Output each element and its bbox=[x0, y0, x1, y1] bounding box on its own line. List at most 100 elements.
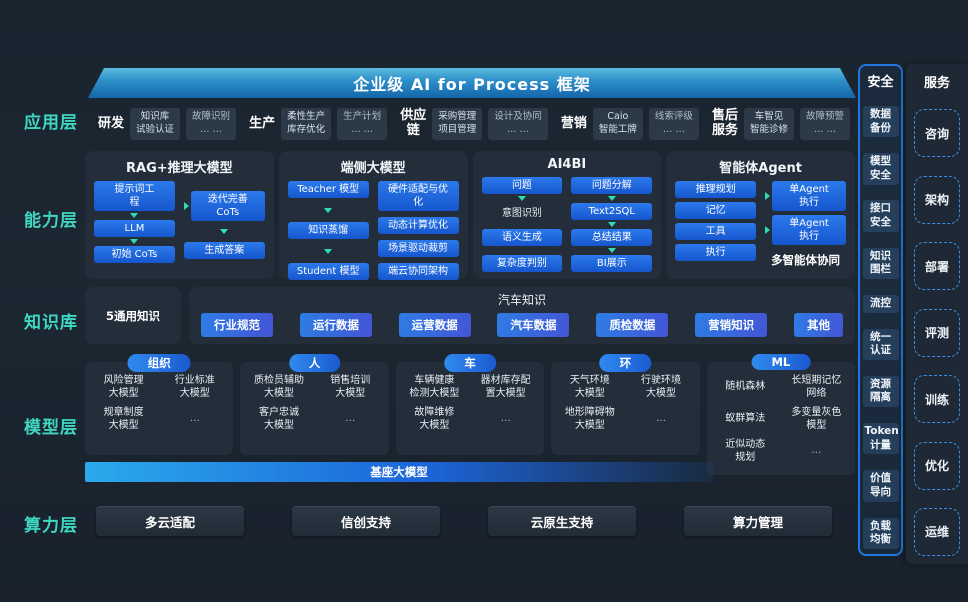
app-group-label: 生产 bbox=[249, 115, 276, 131]
arrow-down-icon bbox=[324, 207, 333, 213]
model-item: 随机森林 bbox=[725, 381, 766, 393]
app-chip: 柔性生产 库存优化 bbox=[281, 108, 332, 140]
app-chip: 故障识别 … … bbox=[186, 108, 237, 140]
app-group-supply-chain: 供应 链 采购管理 项目管理 设计及协同 … … bbox=[400, 108, 548, 140]
security-column: 安全 数据 备份 模型 安全 接口 安全 知识 围栏 流控 统一 认证 资源 隔… bbox=[858, 64, 903, 556]
model-group-organization: 组织 风险管理 大模型 行业标准 大模型 规章制度 大模型 … bbox=[85, 354, 234, 455]
compute-item-cloud-native: 云原生支持 bbox=[488, 506, 636, 536]
agent-left-items: 推理规划 记忆 工具 执行 bbox=[675, 181, 757, 268]
flow-node: 提示词工 程 bbox=[94, 181, 175, 211]
model-item: 销售培训 大模型 bbox=[330, 375, 371, 399]
model-item: 风险管理 大模型 bbox=[103, 375, 144, 399]
agent-caption: 多智能体协同 bbox=[771, 253, 841, 267]
compute-item-multicloud: 多云适配 bbox=[96, 506, 244, 536]
model-item: 蚁群算法 bbox=[725, 413, 766, 425]
auto-knowledge-title: 汽车知识 bbox=[497, 293, 546, 307]
knowledge-chip: 运营数据 bbox=[398, 312, 471, 337]
spacer bbox=[482, 220, 563, 229]
capability-item: 端云协同架构 bbox=[377, 263, 459, 280]
app-group-label: 售后 服务 bbox=[711, 108, 738, 138]
service-item: 部署 bbox=[914, 242, 960, 291]
base-model-label: 基座大模型 bbox=[370, 465, 428, 479]
security-item: 统一 认证 bbox=[862, 328, 899, 360]
model-item: 多变量灰色 模型 bbox=[791, 407, 842, 431]
flow-label: 意图识别 bbox=[501, 208, 542, 219]
app-chip: 故障预警 … … bbox=[799, 108, 850, 140]
spacer bbox=[184, 181, 265, 191]
agent-component: 推理规划 bbox=[675, 181, 757, 198]
service-column-title: 服务 bbox=[923, 76, 950, 91]
agent-component: 工具 bbox=[675, 223, 757, 240]
flow-node: Teacher 模型 bbox=[287, 181, 369, 198]
flow-node: LLM bbox=[94, 220, 175, 237]
model-group-people: 人 质检员辅助 大模型 销售培训 大模型 客户忠诚 大模型 … bbox=[240, 354, 389, 455]
model-item-more: … bbox=[345, 413, 356, 425]
app-group-after-sales: 售后 服务 车智见 智能诊修 故障预警 … … bbox=[712, 108, 850, 140]
service-item: 架构 bbox=[914, 175, 960, 224]
model-item-more: … bbox=[811, 445, 822, 457]
app-chip: Caio 智能工牌 bbox=[592, 108, 643, 140]
knowledge-chip: 运行数据 bbox=[299, 312, 372, 337]
flow-node: Text2SQL bbox=[571, 203, 653, 220]
arrow-down-icon bbox=[607, 196, 616, 201]
knowledge-chip: 质检数据 bbox=[596, 312, 669, 337]
model-group-vehicle: 车 车辆健康 检测大模型 器材库存配 置大模型 故障维修 大模型 … bbox=[395, 354, 545, 455]
layer-label-model: 模型层 bbox=[24, 418, 78, 438]
cap-box-title: AI4BI bbox=[547, 157, 587, 172]
rag-right-flow: 迭代完善 CoTs 生成答案 bbox=[183, 181, 265, 263]
cap-box-ai4bi: AI4BI 问题 意图识别 语义生成 复杂度判别 问题分解 Text2SQL 总… bbox=[472, 151, 662, 279]
app-chip: 车智见 智能诊修 bbox=[743, 108, 794, 140]
flow-node: 迭代完善 CoTs bbox=[190, 191, 265, 221]
cap-box-title: 端侧大模型 bbox=[340, 161, 406, 176]
ai4bi-right-flow: 问题分解 Text2SQL 总结结果 BI展示 bbox=[571, 177, 653, 272]
flow-node: BI展示 bbox=[571, 255, 653, 272]
cap-box-title: 智能体Agent bbox=[719, 161, 802, 176]
app-group-label: 供应 链 bbox=[400, 108, 427, 138]
model-item-more: … bbox=[500, 413, 511, 425]
model-group-pill: ML bbox=[751, 354, 811, 370]
model-group-pill: 环 bbox=[599, 354, 652, 372]
flow-node: 问题 bbox=[481, 177, 563, 194]
app-chip: 线索评级 … … bbox=[648, 108, 699, 140]
knowledge-chip: 其他 bbox=[793, 312, 843, 337]
capability-item: 动态计算优化 bbox=[377, 217, 459, 234]
app-chip: 知识库 试验认证 bbox=[130, 108, 181, 140]
app-group-marketing: 营销 Caio 智能工牌 线索评级 … … bbox=[561, 108, 699, 140]
compute-item-compute-mgmt: 算力管理 bbox=[684, 506, 832, 536]
knowledge-chip: 营销知识 bbox=[695, 312, 768, 337]
general-knowledge-box: 5通用知识 bbox=[85, 287, 181, 344]
model-group-pill: 组织 bbox=[127, 354, 191, 372]
flow-node: 语义生成 bbox=[481, 229, 563, 246]
agent-component: 记忆 bbox=[675, 202, 757, 219]
diagram-title: 企业级 AI for Process 框架 bbox=[353, 75, 591, 94]
arrow-down-icon bbox=[607, 248, 616, 253]
service-item: 评测 bbox=[914, 308, 960, 357]
rag-left-flow: 提示词工 程 LLM 初始 CoTs bbox=[94, 181, 175, 263]
app-chip: 设计及协同 … … bbox=[488, 108, 548, 140]
edge-right-items: 硬件适配与优 化 动态计算优化 场景驱动裁剪 端云协同架构 bbox=[377, 181, 459, 280]
model-group-pill: 车 bbox=[444, 354, 496, 372]
arrow-right-icon bbox=[765, 192, 771, 200]
model-item: 行驶环境 大模型 bbox=[641, 375, 682, 399]
ai4bi-left-flow: 问题 意图识别 语义生成 复杂度判别 bbox=[481, 177, 563, 272]
security-item: 知识 围栏 bbox=[862, 247, 899, 279]
app-chip: 采购管理 项目管理 bbox=[432, 108, 483, 140]
security-item: 接口 安全 bbox=[862, 200, 899, 232]
service-item: 训练 bbox=[914, 375, 960, 424]
arrow-down-icon bbox=[130, 213, 139, 218]
model-group-ml: ML 随机森林 长短期记忆 网络 蚁群算法 多变量灰色 模型 近似动态 规划 … bbox=[706, 354, 856, 475]
service-item: 咨询 bbox=[914, 109, 960, 158]
flow-node: Student 模型 bbox=[287, 263, 369, 280]
model-item: 质检员辅助 大模型 bbox=[254, 375, 304, 399]
agent-component: 执行 bbox=[675, 244, 757, 261]
arrow-down-icon bbox=[130, 239, 139, 244]
model-item: 长短期记忆 网络 bbox=[791, 375, 842, 399]
agent-exec-node: 单Agent 执行 bbox=[772, 215, 846, 245]
flow-node: 初始 CoTs bbox=[94, 246, 175, 263]
cap-box-rag: RAG+推理大模型 提示词工 程 LLM 初始 CoTs 迭代完善 CoTs bbox=[85, 151, 274, 279]
app-group-rnd: 研发 知识库 试验认证 故障识别 … … bbox=[98, 108, 237, 140]
knowledge-layer-row: 5通用知识 汽车知识 行业规范 运行数据 运营数据 汽车数据 质检数据 营销知识… bbox=[85, 287, 855, 344]
model-item: 近似动态 规划 bbox=[725, 439, 766, 463]
security-item: 数据 备份 bbox=[862, 105, 899, 138]
